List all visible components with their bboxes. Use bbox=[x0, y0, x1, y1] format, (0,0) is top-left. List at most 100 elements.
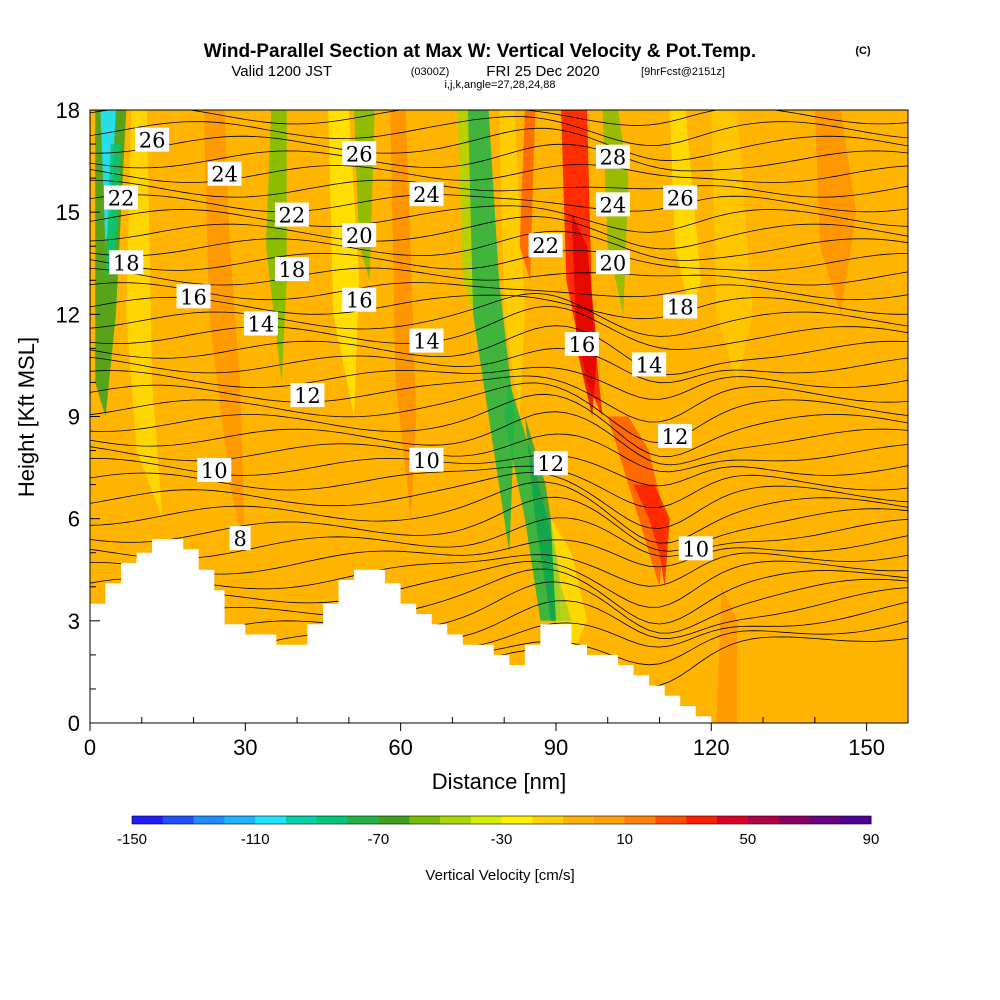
x-tick-label: 0 bbox=[84, 735, 96, 760]
cross-section-chart: Wind-Parallel Section at Max W: Vertical… bbox=[0, 0, 1000, 1000]
colorbar-tick-label: -70 bbox=[367, 831, 389, 848]
y-tick-label: 6 bbox=[68, 507, 80, 532]
isentrope-line bbox=[90, 92, 908, 109]
contour-label-text: 16 bbox=[346, 289, 373, 313]
colorbar-tick-label: -110 bbox=[241, 831, 270, 848]
contour-label: 14 bbox=[410, 329, 444, 354]
contour-label-text: 22 bbox=[108, 187, 135, 211]
colorbar-swatch bbox=[255, 816, 286, 824]
contour-label: 26 bbox=[135, 128, 169, 153]
contour-label-text: 12 bbox=[662, 425, 689, 449]
contour-label: 20 bbox=[596, 250, 630, 275]
valid-time: Valid 1200 JST bbox=[231, 63, 332, 80]
contour-label: 12 bbox=[658, 424, 692, 449]
plot-area bbox=[90, 92, 908, 723]
contour-label-text: 10 bbox=[682, 537, 709, 561]
y-tick-label: 0 bbox=[68, 711, 80, 736]
colorbar-swatch bbox=[471, 816, 502, 824]
contour-label-text: 20 bbox=[346, 224, 373, 248]
contour-label: 22 bbox=[529, 233, 563, 258]
contour-label-text: 12 bbox=[294, 384, 321, 408]
contour-label: 16 bbox=[342, 288, 376, 313]
colorbar-swatch bbox=[286, 816, 317, 824]
colorbar-tick-label: -30 bbox=[491, 831, 513, 848]
contour-label-text: 14 bbox=[413, 330, 440, 354]
contour-label-text: 18 bbox=[667, 296, 694, 320]
contour-label-text: 10 bbox=[413, 449, 440, 473]
contour-label-text: 22 bbox=[532, 234, 559, 258]
contour-label: 28 bbox=[596, 145, 630, 170]
contour-label-text: 28 bbox=[600, 146, 627, 170]
contour-label: 24 bbox=[596, 192, 630, 217]
colorbar-swatch bbox=[378, 816, 409, 824]
colorbar-swatch bbox=[132, 816, 163, 824]
colorbar-swatch bbox=[655, 816, 686, 824]
contour-label: 22 bbox=[275, 203, 309, 228]
contour-label-text: 22 bbox=[279, 204, 306, 228]
contour-label-text: 24 bbox=[600, 193, 627, 217]
x-tick-label: 60 bbox=[388, 735, 412, 760]
colorbar-swatch bbox=[440, 816, 471, 824]
contour-label: 16 bbox=[565, 332, 599, 357]
y-tick-label: 15 bbox=[56, 200, 80, 225]
contour-label: 22 bbox=[104, 186, 138, 211]
contour-label-text: 16 bbox=[568, 333, 595, 357]
contour-label-text: 20 bbox=[600, 251, 627, 275]
forecast-info: [9hrFcst@2151z] bbox=[641, 66, 725, 78]
colorbar-swatch bbox=[748, 816, 779, 824]
x-tick-label: 120 bbox=[693, 735, 730, 760]
contour-label-text: 26 bbox=[667, 187, 694, 211]
y-tick-label: 3 bbox=[68, 609, 80, 634]
contour-label: 24 bbox=[208, 162, 242, 187]
colorbar-swatch bbox=[348, 816, 379, 824]
colorbar-tick-label: 10 bbox=[616, 831, 633, 848]
colorbar-swatch bbox=[194, 816, 225, 824]
contour-label-text: 18 bbox=[279, 258, 306, 282]
contour-label: 10 bbox=[410, 448, 444, 473]
x-axis-title: Distance [nm] bbox=[432, 769, 567, 794]
colorbar-swatch bbox=[532, 816, 563, 824]
valid-date: FRI 25 Dec 2020 bbox=[486, 63, 599, 80]
contour-label: 16 bbox=[177, 284, 211, 309]
colorbar-tick-label: -150 bbox=[117, 831, 147, 848]
contour-label-text: 14 bbox=[636, 353, 663, 377]
colorbar-tick-label: 90 bbox=[863, 831, 880, 848]
colorbar-swatch bbox=[409, 816, 440, 824]
copyright-mark: (C) bbox=[855, 45, 871, 57]
colorbar-swatch bbox=[224, 816, 255, 824]
contour-label: 18 bbox=[109, 250, 143, 275]
contour-label: 26 bbox=[342, 141, 376, 166]
colorbar-swatch bbox=[625, 816, 656, 824]
colorbar-swatch bbox=[686, 816, 717, 824]
contour-label: 12 bbox=[290, 383, 324, 408]
valid-utc: (0300Z) bbox=[411, 66, 450, 78]
colorbar-swatch bbox=[317, 816, 348, 824]
contour-label: 10 bbox=[679, 536, 713, 561]
contour-label: 20 bbox=[342, 223, 376, 248]
contour-label: 10 bbox=[197, 458, 231, 483]
colorbar: -150 -110 -70 -30 10 50 90 bbox=[117, 816, 879, 848]
chart-title: Wind-Parallel Section at Max W: Vertical… bbox=[204, 41, 756, 62]
contour-label-text: 8 bbox=[233, 527, 246, 551]
y-tick-label: 18 bbox=[56, 98, 80, 123]
contour-label-text: 26 bbox=[346, 142, 373, 166]
x-tick-label: 150 bbox=[848, 735, 885, 760]
colorbar-tick-label: 50 bbox=[739, 831, 756, 848]
y-tick-label: 9 bbox=[68, 405, 80, 430]
y-axis-title: Height [Kft MSL] bbox=[14, 337, 39, 497]
contour-label-text: 26 bbox=[139, 129, 166, 153]
contour-label-text: 24 bbox=[211, 163, 238, 187]
contour-label: 18 bbox=[663, 295, 697, 320]
contour-label-text: 12 bbox=[537, 452, 564, 476]
colorbar-swatch bbox=[779, 816, 810, 824]
contour-label: 24 bbox=[410, 182, 444, 207]
x-tick-label: 30 bbox=[233, 735, 257, 760]
contour-label-text: 10 bbox=[201, 459, 228, 483]
colorbar-swatch bbox=[163, 816, 194, 824]
contour-label-text: 18 bbox=[113, 251, 140, 275]
contour-label: 18 bbox=[275, 257, 309, 282]
contour-label: 14 bbox=[244, 312, 278, 337]
section-params: i,j,k,angle=27,28,24,88 bbox=[444, 79, 555, 91]
contour-label-text: 16 bbox=[180, 285, 207, 309]
contour-label-text: 14 bbox=[247, 313, 274, 337]
